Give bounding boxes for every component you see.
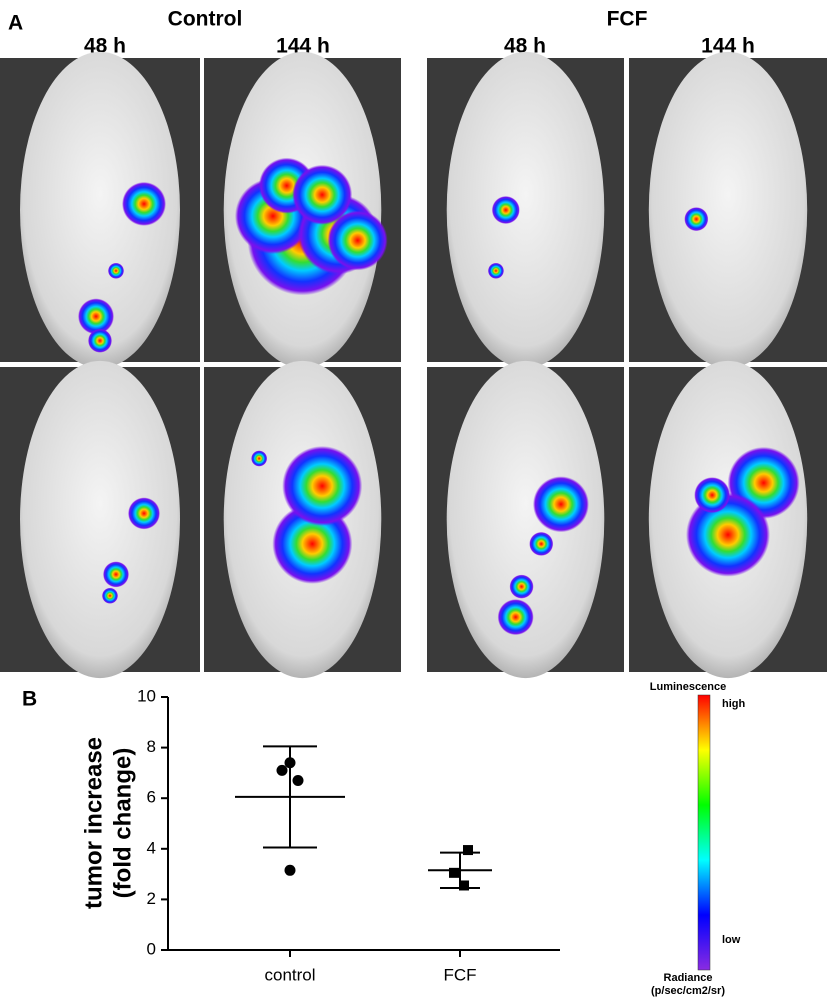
y-tick-label: 10 bbox=[137, 686, 156, 705]
panel-label: B bbox=[22, 688, 37, 711]
data-point bbox=[284, 757, 296, 769]
signal-blob bbox=[497, 599, 534, 636]
signal-blob bbox=[103, 561, 129, 588]
signal-blob bbox=[532, 476, 589, 533]
signal-blob bbox=[128, 497, 160, 530]
signal-blob bbox=[102, 587, 118, 604]
x-tick-label: control bbox=[264, 965, 315, 984]
colorbar-unit-name: Radiance bbox=[664, 972, 713, 984]
colorbar-high: high bbox=[722, 698, 745, 710]
y-tick-label: 6 bbox=[147, 788, 156, 807]
signal-blob bbox=[251, 450, 268, 467]
signal-blob bbox=[88, 328, 112, 353]
mouse-image bbox=[427, 360, 624, 679]
colorbar-low: low bbox=[722, 934, 741, 946]
y-tick-label: 2 bbox=[147, 889, 156, 908]
colorbar bbox=[697, 694, 711, 971]
data-point bbox=[292, 774, 304, 786]
data-point bbox=[463, 845, 473, 856]
mouse-body bbox=[648, 51, 808, 369]
y-tick-label: 0 bbox=[147, 939, 156, 958]
signal-blob bbox=[529, 531, 554, 556]
signal-blob bbox=[491, 196, 520, 224]
mouse-image bbox=[204, 51, 401, 369]
mouse-image bbox=[629, 360, 827, 679]
y-tick-label: 8 bbox=[147, 737, 156, 756]
mouse-body bbox=[446, 51, 605, 369]
x-tick-label: FCF bbox=[443, 965, 476, 984]
colorbar-title: Luminescence bbox=[650, 681, 726, 693]
y-axis-label: tumor increase bbox=[80, 737, 107, 909]
signal-blob bbox=[78, 298, 114, 335]
y-tick-label: 4 bbox=[147, 838, 156, 857]
mouse-image bbox=[0, 51, 200, 369]
mouse-image bbox=[629, 51, 827, 369]
mouse-body bbox=[446, 360, 605, 679]
mouse-image bbox=[427, 51, 624, 369]
signal-blob bbox=[509, 574, 534, 599]
signal-blob bbox=[282, 445, 363, 526]
time-label: 48 h bbox=[504, 35, 546, 58]
data-point bbox=[284, 864, 296, 876]
data-point bbox=[459, 880, 469, 891]
signal-blob bbox=[694, 477, 731, 514]
panel-label: A bbox=[8, 12, 23, 35]
group-heading: Control bbox=[168, 8, 243, 31]
data-point bbox=[276, 764, 288, 776]
mouse-images bbox=[0, 51, 827, 679]
signal-blob bbox=[684, 207, 709, 232]
signal-blob bbox=[686, 492, 770, 577]
time-label: 48 h bbox=[84, 35, 126, 58]
signal-blob bbox=[122, 181, 166, 226]
y-axis-label: (fold change) bbox=[109, 748, 136, 899]
mouse-image bbox=[0, 360, 200, 679]
signal-blob bbox=[292, 164, 353, 225]
time-label: 144 h bbox=[701, 35, 755, 58]
colorbar-unit: (p/sec/cm2/sr) bbox=[651, 985, 725, 997]
signal-blob bbox=[108, 262, 124, 279]
group-heading: FCF bbox=[607, 8, 648, 31]
mouse-body bbox=[20, 360, 180, 679]
data-point bbox=[449, 867, 459, 878]
mouse-body bbox=[20, 51, 180, 369]
mouse-image bbox=[204, 360, 401, 679]
signal-blob bbox=[487, 262, 504, 279]
time-label: 144 h bbox=[276, 35, 330, 58]
signal-blob bbox=[327, 210, 388, 271]
